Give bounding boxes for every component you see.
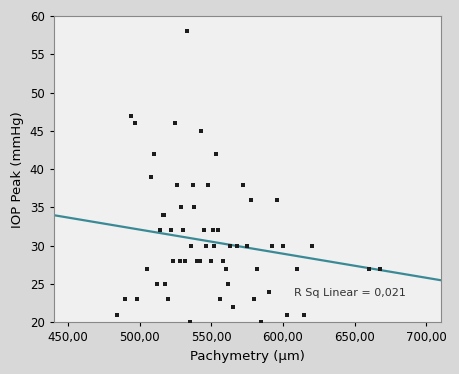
Point xyxy=(156,227,163,233)
Point xyxy=(147,174,155,180)
Point xyxy=(294,266,301,272)
X-axis label: Pachymetry (μm): Pachymetry (μm) xyxy=(190,350,305,363)
Point xyxy=(190,205,198,211)
Point xyxy=(162,281,169,287)
Point xyxy=(216,296,224,302)
Point xyxy=(182,258,189,264)
Point xyxy=(178,205,185,211)
Point xyxy=(365,266,373,272)
Point xyxy=(219,258,226,264)
Point xyxy=(229,304,236,310)
Point xyxy=(193,258,201,264)
Point xyxy=(268,243,275,249)
Point xyxy=(265,289,272,295)
Point xyxy=(234,243,241,249)
Point xyxy=(284,312,291,318)
Point xyxy=(183,28,190,34)
Point xyxy=(176,258,184,264)
Point xyxy=(172,120,179,126)
Point xyxy=(113,312,120,318)
Point xyxy=(122,296,129,302)
Point xyxy=(169,258,176,264)
Point xyxy=(226,243,234,249)
Point xyxy=(274,197,281,203)
Point xyxy=(168,227,175,233)
Point xyxy=(258,319,265,325)
Point xyxy=(215,227,222,233)
Point xyxy=(280,243,287,249)
Y-axis label: IOP Peak (mmHg): IOP Peak (mmHg) xyxy=(11,111,24,228)
Point xyxy=(243,243,251,249)
Text: R Sq Linear = 0,021: R Sq Linear = 0,021 xyxy=(294,288,406,298)
Point xyxy=(222,266,230,272)
Point xyxy=(143,266,151,272)
Point xyxy=(202,243,209,249)
Point xyxy=(165,296,172,302)
Point xyxy=(197,128,205,134)
Point xyxy=(239,181,246,187)
Point xyxy=(127,113,134,119)
Point xyxy=(173,181,180,187)
Point xyxy=(153,281,161,287)
Point xyxy=(179,227,186,233)
Point xyxy=(253,266,261,272)
Point xyxy=(188,243,195,249)
Point xyxy=(189,181,196,187)
Point xyxy=(377,266,384,272)
Point xyxy=(251,296,258,302)
Point xyxy=(212,151,219,157)
Point xyxy=(225,281,232,287)
Point xyxy=(211,243,218,249)
Point xyxy=(159,212,166,218)
Point xyxy=(205,181,212,187)
Point xyxy=(207,258,215,264)
Point xyxy=(308,243,315,249)
Point xyxy=(301,312,308,318)
Point xyxy=(209,227,216,233)
Point xyxy=(150,151,157,157)
Point xyxy=(132,120,139,126)
Point xyxy=(196,258,203,264)
Point xyxy=(186,319,193,325)
Point xyxy=(160,212,168,218)
Point xyxy=(201,227,208,233)
Point xyxy=(248,197,255,203)
Point xyxy=(133,296,140,302)
